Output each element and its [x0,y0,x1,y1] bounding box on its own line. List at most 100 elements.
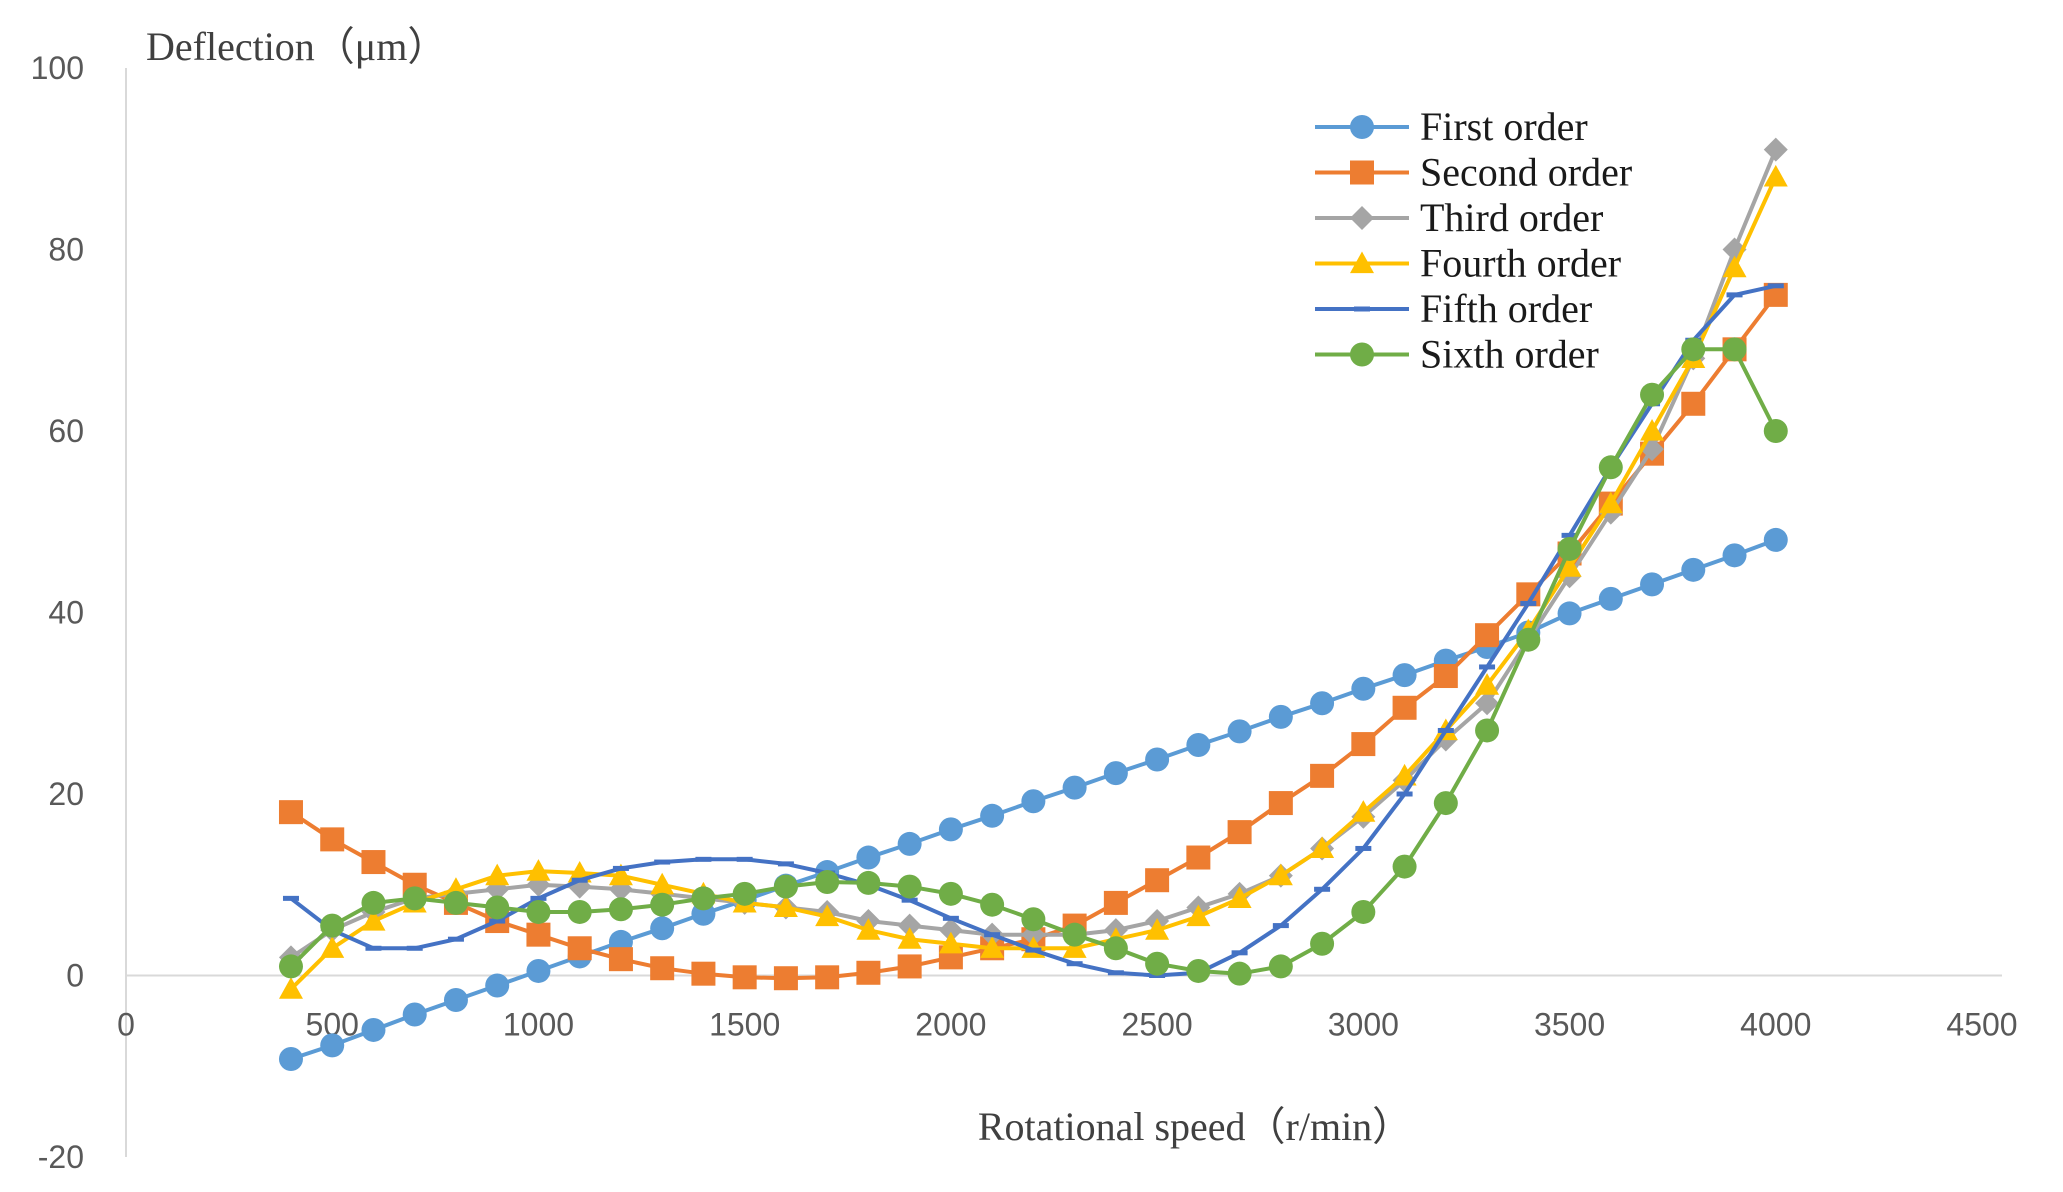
x-tick-label: 4500 [1946,1007,2017,1043]
data-point [897,874,922,899]
data-point [1475,673,1500,695]
data-point [447,936,464,942]
x-tick-label: 1500 [709,1007,780,1043]
data-point [361,890,386,915]
data-point [320,936,345,958]
data-point [1722,255,1747,278]
data-point [691,886,716,911]
legend-item: Fourth order [1315,241,1621,286]
plot-series [278,137,1788,1071]
y-tick-label: 80 [48,232,84,268]
data-point [278,977,303,999]
data-point [1763,527,1788,552]
data-point [980,892,1005,917]
data-point [773,966,798,991]
data-point [732,881,757,906]
data-point [1392,854,1417,879]
data-point [1145,918,1170,940]
data-point [612,865,629,871]
data-point [1310,836,1335,859]
data-point [361,1017,386,1042]
data-point [1437,727,1454,733]
data-point [1268,704,1293,729]
data-point [732,965,757,990]
data-point [650,956,675,981]
data-point [1351,899,1376,924]
data-point [1475,691,1500,716]
data-point [1355,845,1372,851]
x-axis-title: Rotational speed（r/min） [978,1104,1412,1149]
data-point [938,931,963,954]
data-point [1145,951,1170,976]
data-point [1763,164,1788,187]
data-point [1310,763,1335,788]
data-point [815,965,840,990]
data-point [443,890,468,915]
data-point [815,870,840,895]
data-point [1396,791,1413,797]
data-point [1186,845,1211,870]
data-point [1681,391,1706,416]
series-first-order [278,527,1788,1071]
data-point [320,827,345,852]
data-point [897,913,922,938]
data-point [938,817,963,842]
legend-label: Third order [1420,195,1603,240]
x-tick-label: 3500 [1534,1007,1605,1043]
data-point [1310,691,1335,716]
x-tick-label: 2500 [1122,1007,1193,1043]
x-tick-label: 0 [117,1007,135,1043]
data-point [1314,886,1331,892]
data-point [1557,555,1582,577]
data-point [1726,292,1743,298]
data-point [1475,623,1500,648]
data-point [938,881,963,906]
data-point [1557,536,1582,561]
x-tick-labels: 0 500 1000 1500 2000 2500 3000 3500 4000 4500 [117,1007,2017,1043]
data-point [1186,958,1211,983]
data-point [567,899,592,924]
data-point [1062,922,1087,947]
data-point [278,800,303,825]
y-axis-title: Deflection（μm） [146,24,447,69]
data-point [365,945,382,951]
data-point [695,856,712,862]
legend-label: Fifth order [1420,286,1592,331]
y-tick-label: -20 [38,1139,84,1175]
data-point [320,1033,345,1058]
data-point [901,897,918,903]
data-point [1433,664,1458,689]
data-point [1021,907,1046,932]
y-tick-label: 0 [66,958,84,994]
data-point [1103,890,1128,915]
data-point [1066,961,1083,967]
data-point [1103,936,1128,961]
legend-marker [1350,206,1374,230]
data-point [856,870,881,895]
data-point [1479,664,1496,670]
data-point [980,936,1005,958]
data-point [1351,676,1376,701]
legend-marker [1350,160,1374,185]
data-point [282,895,299,901]
data-point [402,1002,427,1027]
y-tick-label: 20 [48,776,84,812]
data-point [1681,337,1706,362]
data-point [773,895,798,918]
data-point [567,936,592,961]
data-point [897,927,922,949]
data-point [361,909,386,931]
data-point [1107,970,1124,976]
legend-marker [1350,251,1374,274]
data-point [1516,627,1541,652]
data-point [1767,283,1784,289]
legend-label: First order [1420,104,1588,149]
x-tick-label: 4000 [1740,1007,1811,1043]
data-point [1557,601,1582,626]
data-point [777,861,794,867]
data-point [1598,455,1623,480]
data-point [1722,543,1747,568]
data-point [1186,904,1211,927]
data-point [1475,718,1500,743]
